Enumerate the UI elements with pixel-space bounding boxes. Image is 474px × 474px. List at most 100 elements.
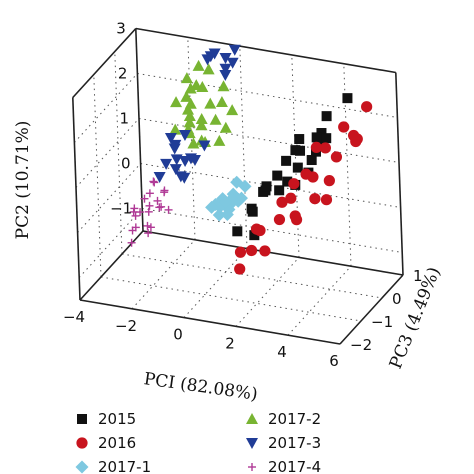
z-tick-label: 1 (413, 267, 423, 285)
z-tick-label: −2 (350, 336, 372, 354)
data-point (205, 200, 219, 214)
data-point (306, 155, 317, 166)
legend-label: 2017-4 (268, 458, 321, 474)
data-point (180, 90, 193, 102)
grid-line (287, 265, 352, 336)
data-point (188, 154, 201, 166)
data-point (219, 195, 233, 209)
data-point (201, 54, 214, 66)
grid-line (239, 46, 248, 249)
legend-label: 2017-2 (268, 410, 321, 428)
legend-label: 2015 (98, 410, 136, 428)
data-point (128, 226, 137, 235)
data-point (130, 204, 139, 213)
data-point (183, 110, 196, 122)
data-point (259, 245, 271, 257)
data-point (217, 80, 230, 92)
frame-edge (135, 27, 396, 74)
frame-edge (135, 28, 144, 232)
data-point (219, 121, 232, 133)
data-point (292, 162, 303, 173)
legend-marker (246, 438, 258, 449)
x-tick-label: 6 (329, 352, 339, 370)
grid-line (235, 257, 300, 327)
data-point (204, 97, 217, 109)
data-point (190, 79, 203, 91)
x-tick-label: −4 (63, 308, 85, 326)
grid-line (75, 118, 140, 188)
data-point (202, 63, 215, 75)
x-tick-label: 4 (277, 343, 287, 361)
legend-marker (77, 414, 87, 424)
data-point (170, 154, 183, 166)
legend-item: 2016 (76, 434, 136, 452)
frame-edge (79, 299, 341, 345)
grid-line (183, 248, 248, 318)
data-point (195, 119, 208, 131)
data-point (183, 116, 196, 128)
series-2016 (234, 101, 373, 275)
x-tick-label: 2 (225, 334, 235, 352)
data-point (192, 59, 205, 71)
data-point (179, 155, 192, 167)
data-point (272, 170, 283, 181)
legend-marker (76, 437, 88, 449)
data-point (182, 103, 195, 115)
data-point (282, 176, 293, 187)
grid-line (121, 253, 383, 299)
legend-marker (75, 460, 89, 474)
grid-line (291, 54, 300, 258)
data-point (169, 123, 182, 135)
y-tick-label: −1 (110, 200, 132, 218)
data-point (230, 175, 244, 189)
data-point (136, 208, 145, 217)
frame-edge (339, 274, 404, 345)
data-point (247, 206, 258, 217)
data-point (153, 196, 162, 205)
data-point (310, 141, 322, 153)
data-point (285, 192, 297, 204)
frame-edge (79, 230, 144, 301)
data-point (348, 129, 360, 142)
data-point (140, 194, 149, 203)
grid-line (131, 239, 196, 310)
data-point (174, 171, 187, 183)
data-point (309, 193, 321, 205)
legend-marker (246, 413, 258, 424)
data-point (146, 223, 155, 232)
grid-line (74, 73, 138, 143)
data-point (153, 172, 166, 184)
axis-frame (72, 27, 404, 345)
x-axis-label: PCI (82.08%) (143, 369, 259, 405)
series-2017-1 (205, 175, 252, 222)
data-point (164, 133, 177, 145)
data-point (220, 208, 234, 222)
data-point (219, 63, 232, 75)
data-point (178, 129, 191, 141)
data-point (208, 48, 221, 60)
x-tick-label: 0 (173, 326, 183, 344)
data-point (290, 214, 303, 226)
data-point (288, 178, 300, 190)
data-point (219, 52, 232, 64)
data-point (342, 93, 353, 104)
legend-item: 2017-3 (246, 434, 321, 452)
series-2017-4 (127, 177, 173, 247)
data-points (127, 44, 373, 275)
data-point (338, 121, 350, 133)
y-axis-label: PC2 (10.71%) (13, 121, 33, 240)
frame-edge (395, 72, 404, 276)
data-point (160, 186, 169, 195)
data-point (219, 69, 232, 81)
data-point (168, 143, 181, 155)
data-point (226, 104, 239, 116)
grid-line (142, 208, 403, 253)
data-point (184, 82, 197, 94)
data-point (234, 263, 246, 275)
data-point (143, 221, 152, 230)
data-point (144, 229, 153, 238)
frame-edge (72, 97, 81, 301)
grid-line (77, 163, 141, 233)
y-tick-label: 0 (121, 155, 131, 173)
